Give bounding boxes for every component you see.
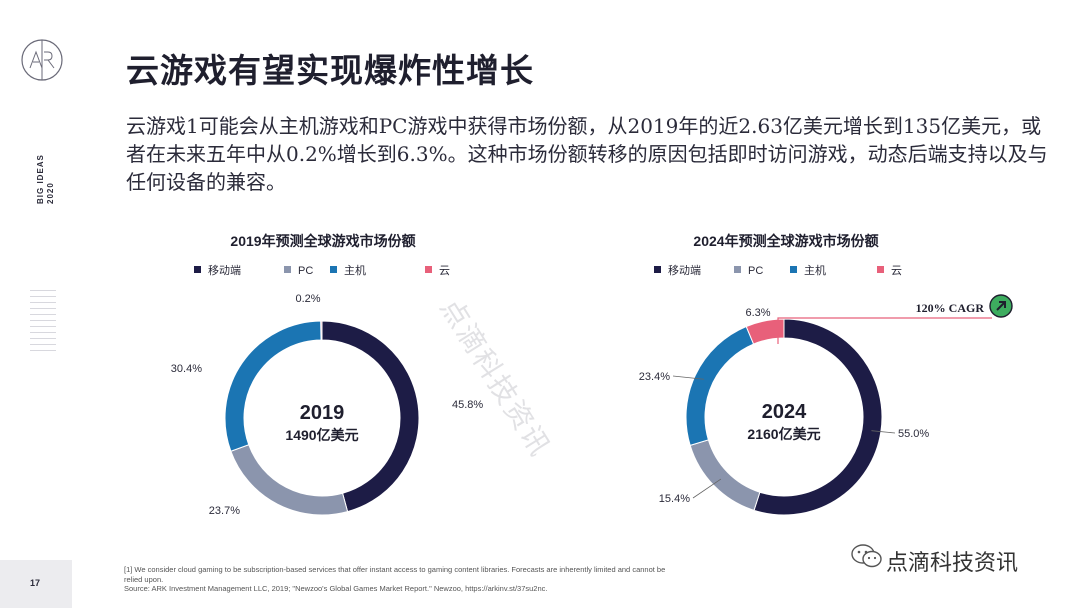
legend-swatch [654,266,661,273]
page-number: 17 [30,578,41,588]
value-label: 30.4% [171,363,202,375]
wechat-icon [851,544,882,568]
donut-slice [689,439,761,511]
cagr-label: 120% CAGR [916,301,985,315]
legend-swatch [284,266,291,273]
legend-label: 云 [891,265,902,277]
legend-swatch [790,266,797,273]
legend-swatch [425,266,432,273]
legend-swatch [877,266,884,273]
donut-slice [320,320,323,341]
legend-label: 移动端 [668,264,701,277]
value-label: 55.0% [898,428,929,440]
value-labels: 55.0% 15.4% 23.4% 6.3% [639,307,930,505]
label-leader-line [672,375,705,380]
donut-slice [745,318,785,345]
wechat-account-name: 点滴科技资讯 [886,551,1019,576]
donut-slice [753,318,883,516]
center-year: 2024 [762,401,807,423]
chart-title: 2019年预测全球游戏市场份额 [230,233,415,249]
legend-label: PC [298,265,313,277]
legend-label: 主机 [804,263,826,277]
footnote-source: Source: ARK Investment Management LLC, 2… [124,584,548,593]
donut-slice [230,444,349,516]
cagr-leader-line [777,317,992,344]
donut-chart-2019: 2019年预测全球游戏市场份额 移动端 PC 主机 云 45.8% 23.7% 30.4%… [171,233,484,517]
legend: 移动端 PC 主机 云 [194,263,450,277]
body-paragraph: 云游戏1可能会从主机游戏和PC游戏中获得市场份额，从2019年的近2.63亿美元… [126,114,1048,194]
legend-label: PC [748,265,763,277]
value-label: 0.2% [295,293,320,305]
center-total: 1490亿美元 [285,427,358,443]
page-number-box [0,560,72,608]
center-total: 2160亿美元 [747,426,820,442]
legend-label: 主机 [344,263,366,277]
sidebar: BIG IDEAS 2020 17 [0,0,72,608]
legend-swatch [194,266,201,273]
page-title: 云游戏有望实现爆炸性增长 [126,51,534,90]
value-label: 15.4% [659,493,690,505]
value-label: 6.3% [745,307,770,319]
label-leader-line [871,430,896,434]
donut-slices [685,318,883,516]
legend-label: 云 [439,265,450,277]
center-year: 2019 [300,402,345,424]
legend-swatch [330,266,337,273]
chart-title: 2024年预测全球游戏市场份额 [693,233,878,249]
value-label: 23.7% [209,505,240,517]
legend-label: 移动端 [208,264,241,277]
legend: 移动端 PC 主机 云 [654,263,902,277]
footnote-note: [1] We consider cloud gaming to be subsc… [124,565,666,584]
footnote: [1] We consider cloud gaming to be subsc… [124,565,684,594]
donut-slice [685,325,755,446]
ark-logo-icon [21,39,63,81]
label-leader-line [692,478,722,499]
side-label: BIG IDEAS 2020 [36,154,55,204]
value-labels: 45.8% 23.7% 30.4% 0.2% [171,293,484,517]
arrow-up-right-icon [989,294,1013,318]
side-decoration-lines [30,290,56,356]
value-label: 23.4% [639,371,670,383]
legend-swatch [734,266,741,273]
value-label: 45.8% [452,399,483,411]
donut-slices [224,320,420,516]
donut-chart-2024: 2024年预测全球游戏市场份额 移动端 PC 主机 云 55.0% 15.4% 23.4%… [639,233,1013,516]
